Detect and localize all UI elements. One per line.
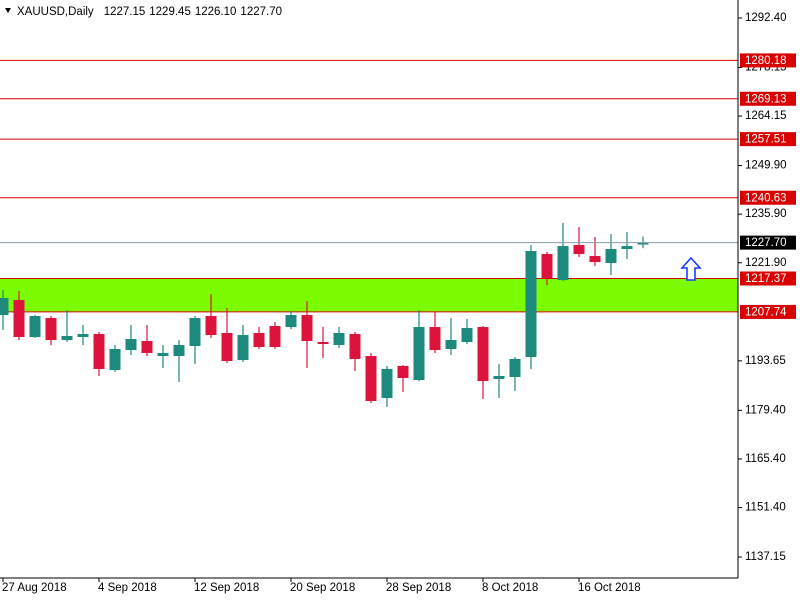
header-dropdown-icon[interactable] [5,8,11,13]
x-tick-label: 20 Sep 2018 [290,582,355,594]
level-label-box [740,91,796,106]
y-tick-label: 1235.90 [745,208,787,220]
candle-body [413,327,425,380]
candle-body [525,251,537,358]
candle-body [29,316,41,338]
level-label: 1257.51 [745,134,787,146]
candle-body [93,334,105,369]
candle-body [365,355,377,401]
y-tick-label: 1193.65 [745,355,786,367]
level-label-box [740,271,796,286]
current-price-label: 1227.70 [745,237,787,249]
level-label: 1207.74 [745,306,787,318]
level-label: 1240.63 [745,192,787,204]
candle-body [285,315,297,328]
candle-body [189,318,201,346]
up-arrow-annotation [680,256,702,281]
ohlc-open: 1227.15 [104,6,146,18]
candle-body [381,368,393,399]
candle-body [301,315,313,341]
level-label-box [740,304,796,319]
plot-area [0,59,738,407]
candle-body [429,327,441,351]
x-tick-label: 12 Sep 2018 [194,582,259,594]
candle-body [45,318,57,341]
y-tick-label: 1249.90 [745,160,787,172]
candle-body [333,333,345,346]
candle-body [109,349,121,370]
symbol: XAUUSD,Daily [17,6,94,18]
candle-body [621,246,633,250]
candle-body [445,340,457,350]
candle-body [125,339,137,351]
candle-body [461,328,473,343]
candle-body [573,245,585,255]
candle-body [61,336,73,341]
ohlc-high: 1229.45 [149,6,191,18]
candle-body [349,334,361,359]
chart-header: XAUUSD,Daily 1227.15 1229.45 1226.10 1227.70 [17,6,282,18]
y-tick-label: 1137.15 [745,551,786,563]
candle-body [557,246,569,281]
axes: 1292.401278.151264.151249.901235.901221.… [2,12,796,594]
candle-body [205,316,217,336]
candle-body [541,254,553,279]
current-price-box [740,235,796,250]
level-label: 1280.18 [745,55,787,67]
level-label-box [740,190,796,205]
x-tick-label: 16 Oct 2018 [578,582,641,594]
candle-body [0,298,9,316]
candle-body [141,340,153,354]
candle-body [493,375,505,379]
level-label-box [740,53,796,68]
candle-body [477,327,489,381]
candle-body [397,365,409,379]
candle-body [253,333,265,348]
candle-body [173,345,185,356]
candle-body [317,342,329,345]
level-label: 1217.37 [745,273,787,285]
ohlc-low: 1226.10 [195,6,237,18]
candle-body [509,358,521,378]
y-tick-label: 1221.90 [745,257,787,269]
x-tick-label: 27 Aug 2018 [2,582,67,594]
y-tick-label: 1165.40 [745,453,786,465]
y-tick-label: 1151.40 [745,502,786,514]
y-tick-label: 1179.40 [745,404,786,416]
x-tick-label: 8 Oct 2018 [482,582,538,594]
level-label-box [740,132,796,147]
candle-body [589,256,601,263]
x-tick-label: 4 Sep 2018 [98,582,157,594]
ohlc-close: 1227.70 [240,6,282,18]
candle-body [637,242,649,245]
candle-body [77,334,89,338]
candle-body [221,333,233,361]
candle-body [605,249,617,264]
x-tick-label: 28 Sep 2018 [386,582,451,594]
candle-body [269,326,281,348]
y-tick-label: 1264.15 [745,110,787,122]
candle-body [157,353,169,356]
level-label: 1269.13 [745,93,787,105]
candle-body [13,300,25,338]
y-tick-label: 1292.40 [745,12,787,24]
support-zone [0,278,738,312]
candle-body [237,335,249,360]
